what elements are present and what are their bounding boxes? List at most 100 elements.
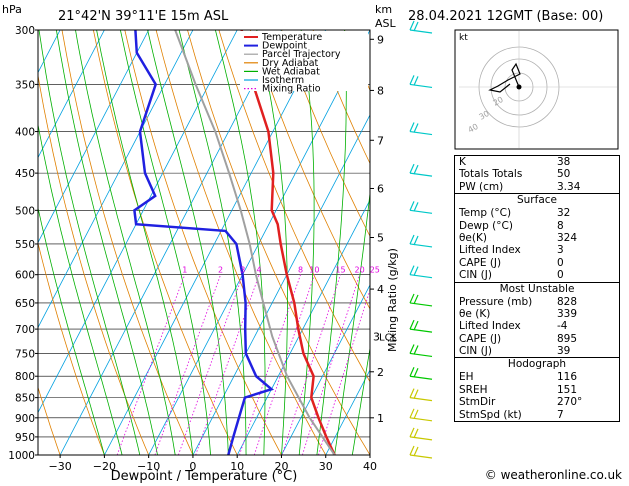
mixing-ratio-label: 10: [309, 266, 319, 275]
temp-tick-label: 20: [274, 460, 288, 473]
row-pw: PW (cm) 3.34: [459, 180, 581, 193]
most-unstable-title: Most Unstable: [455, 281, 619, 296]
row-surface-theta: θe(K) 324: [459, 231, 578, 244]
isotherm-line: [38, 30, 105, 159]
km-label: km: [375, 3, 392, 16]
row-surface-cin: CIN (J) 0: [459, 269, 564, 282]
wind-barb: [409, 366, 433, 380]
wind-barb-staff: [409, 243, 433, 248]
pressure-tick-label: 700: [15, 324, 35, 336]
wind-barb-flag: [409, 319, 415, 330]
wind-barbs: [409, 20, 433, 459]
wind-barb-flag: [409, 20, 415, 31]
wind-barb-flag: [409, 201, 415, 211]
wet-adiabat-line: [215, 30, 266, 455]
wet-adiabat-line: [147, 30, 229, 455]
hodograph-trace: [488, 62, 521, 93]
lcl-label: LCL: [379, 333, 398, 344]
temp-tick-label: 30: [319, 460, 333, 473]
pressure-tick-label: 350: [15, 79, 35, 91]
isotherm-line: [0, 30, 16, 455]
pressure-tick-label: 550: [15, 239, 35, 251]
legend-entry: Dewpoint: [262, 41, 307, 52]
pressure-tick-label: 800: [15, 371, 35, 383]
wet-adiabat-line: [256, 30, 288, 455]
km-tick-label: 5: [377, 231, 384, 244]
wind-barb: [409, 344, 433, 358]
isotherm-line: [38, 30, 194, 329]
wind-barb-flag: [413, 76, 419, 86]
dry-adiabat-line: [93, 30, 238, 455]
isotherm-line: [192, 114, 370, 455]
km-tick-label: 6: [377, 182, 384, 195]
pressure-tick-label: 450: [15, 168, 35, 180]
wind-barb-flag: [409, 388, 415, 398]
wind-barb: [409, 319, 433, 333]
wind-barb-flag: [409, 408, 415, 419]
wet-adiabat-line: [298, 30, 315, 455]
wind-barb-flag: [409, 293, 415, 304]
wet-adiabat-line: [75, 30, 176, 455]
legend-entry: Mixing Ratio: [262, 84, 321, 95]
dry-adiabat-line: [218, 30, 370, 383]
isotherm-line: [236, 199, 370, 455]
dry-adiabat-line: [281, 30, 370, 238]
row-surface-dewp: Dewp (°C) 8: [459, 219, 564, 232]
hpa-label: hPa: [2, 3, 22, 16]
dry-adiabat-line: [38, 386, 61, 455]
hodograph-unit: kt: [459, 33, 468, 43]
wind-barb-flag: [409, 75, 415, 85]
pressure-tick-label: 950: [15, 432, 35, 444]
isotherm-line: [325, 369, 370, 455]
wet-adiabat-line: [120, 30, 211, 455]
wind-barb-staff: [409, 209, 433, 214]
mixing-ratio-line: [253, 274, 315, 455]
temp-tick-label: −20: [93, 460, 116, 473]
wind-barb-staff: [409, 352, 433, 358]
isotherm-line: [59, 30, 282, 455]
row-k: K 38: [459, 156, 571, 168]
series-dewpoint: [133, 30, 275, 455]
temp-tick-label: 0: [189, 460, 196, 473]
wet-adiabat-line: [316, 30, 347, 455]
wind-barb-flag: [413, 266, 419, 276]
wind-barb-staff: [409, 375, 433, 380]
wind-barb: [409, 234, 433, 248]
wind-barb-staff: [409, 83, 433, 89]
location-title: 21°42'N 39°11'E 15m ASL: [58, 9, 229, 24]
pressure-tick-label: 900: [15, 413, 35, 425]
wind-barb-flag: [413, 294, 419, 305]
wet-adiabat-line: [96, 30, 194, 455]
dry-adiabat-line: [38, 241, 105, 455]
wind-barb-staff: [409, 397, 433, 402]
wind-barb: [409, 163, 433, 177]
legend-entry: Wet Adiabat: [262, 66, 320, 77]
dry-adiabat-line: [38, 73, 150, 455]
wind-barb-staff: [409, 274, 433, 279]
wind-barb-flag: [413, 320, 419, 331]
mixing-ratio-line: [239, 274, 301, 455]
asl-label: ASL: [375, 17, 397, 30]
wind-barb-staff: [409, 29, 433, 34]
pressure-tick-label: 650: [15, 298, 35, 310]
wind-barb: [409, 388, 433, 402]
wind-barb: [409, 122, 433, 136]
wet-adiabat-line: [351, 345, 370, 455]
wind-barb-staff: [409, 130, 433, 136]
row-surface-li: Lifted Index 3: [459, 244, 564, 257]
series-parcel-trajectory: [174, 30, 336, 455]
wind-barb-flag: [413, 202, 419, 212]
chart-axes: 3003504004505005506006507007508008509009…: [8, 25, 397, 473]
km-tick-label: 1: [377, 412, 384, 425]
wind-barb-flag: [413, 389, 419, 399]
legend-entry: Dry Adiabat: [262, 58, 319, 69]
mixing-ratio-label: 3: [240, 266, 245, 275]
row-mu-li: Lifted Index -4: [459, 320, 568, 333]
temp-tick-label: −30: [49, 460, 72, 473]
wet-adiabat-line: [38, 30, 141, 455]
temp-tick-label: 10: [230, 460, 244, 473]
isotherm-line: [38, 30, 238, 414]
row-stmspd: StmSpd (kt) 7: [459, 408, 564, 421]
mixing-ratio-line: [116, 274, 186, 455]
